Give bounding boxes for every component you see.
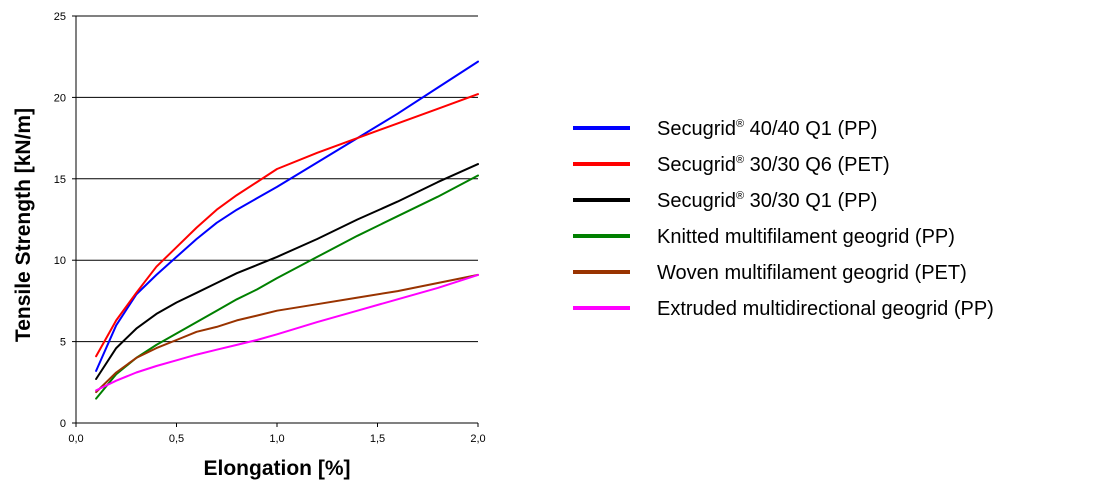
series-line-5 (95, 273, 479, 394)
legend: Secugrid® 40/40 Q1 (PP) Secugrid® 30/30 Q… (573, 118, 994, 320)
x-tick-label: 2,0 (470, 433, 485, 445)
series-lines (95, 60, 479, 400)
legend-item: Knitted multifilament geogrid (PP) (573, 226, 955, 248)
x-tick-label: 1,0 (269, 433, 284, 445)
x-tick-label: 0,0 (68, 433, 83, 445)
x-axis-title: Elongation [%] (204, 457, 351, 480)
legend-item: Secugrid® 30/30 Q1 (PP) (573, 190, 877, 212)
legend-item: Secugrid® 40/40 Q1 (PP) (573, 118, 877, 140)
series-line-6 (95, 273, 479, 392)
x-tick-label: 0,5 (169, 433, 184, 445)
legend-label: Secugrid® 30/30 Q1 (PP) (657, 190, 877, 212)
legend-label: Secugrid® 30/30 Q6 (PET) (657, 154, 890, 176)
y-tick-label: 15 (54, 174, 66, 186)
axes (72, 15, 479, 427)
series-line-1 (95, 60, 479, 372)
y-tick-label: 5 (60, 337, 66, 349)
legend-label: Woven multifilament geogrid (PET) (657, 262, 967, 284)
legend-label: Extruded multidirectional geogrid (PP) (657, 298, 994, 320)
legend-item: Woven multifilament geogrid (PET) (573, 262, 967, 284)
series-line-3 (95, 163, 479, 380)
x-tick-label: 1,5 (370, 433, 385, 445)
gridlines (76, 15, 478, 343)
legend-item: Secugrid® 30/30 Q6 (PET) (573, 154, 890, 176)
y-tick-label: 20 (54, 92, 66, 104)
y-axis-title: Tensile Strength [kN/m] (12, 108, 35, 342)
legend-label: Secugrid® 40/40 Q1 (PP) (657, 118, 877, 140)
y-tick-label: 0 (60, 418, 66, 430)
y-tick-label: 25 (54, 11, 66, 23)
series-line-2 (95, 93, 479, 358)
y-tick-label: 10 (54, 255, 66, 267)
tick-labels: 0 5 10 15 20 25 0,0 0,5 1,0 1,5 2,0 (54, 11, 486, 445)
legend-label: Knitted multifilament geogrid (PP) (657, 226, 955, 248)
legend-item: Extruded multidirectional geogrid (PP) (573, 298, 994, 320)
